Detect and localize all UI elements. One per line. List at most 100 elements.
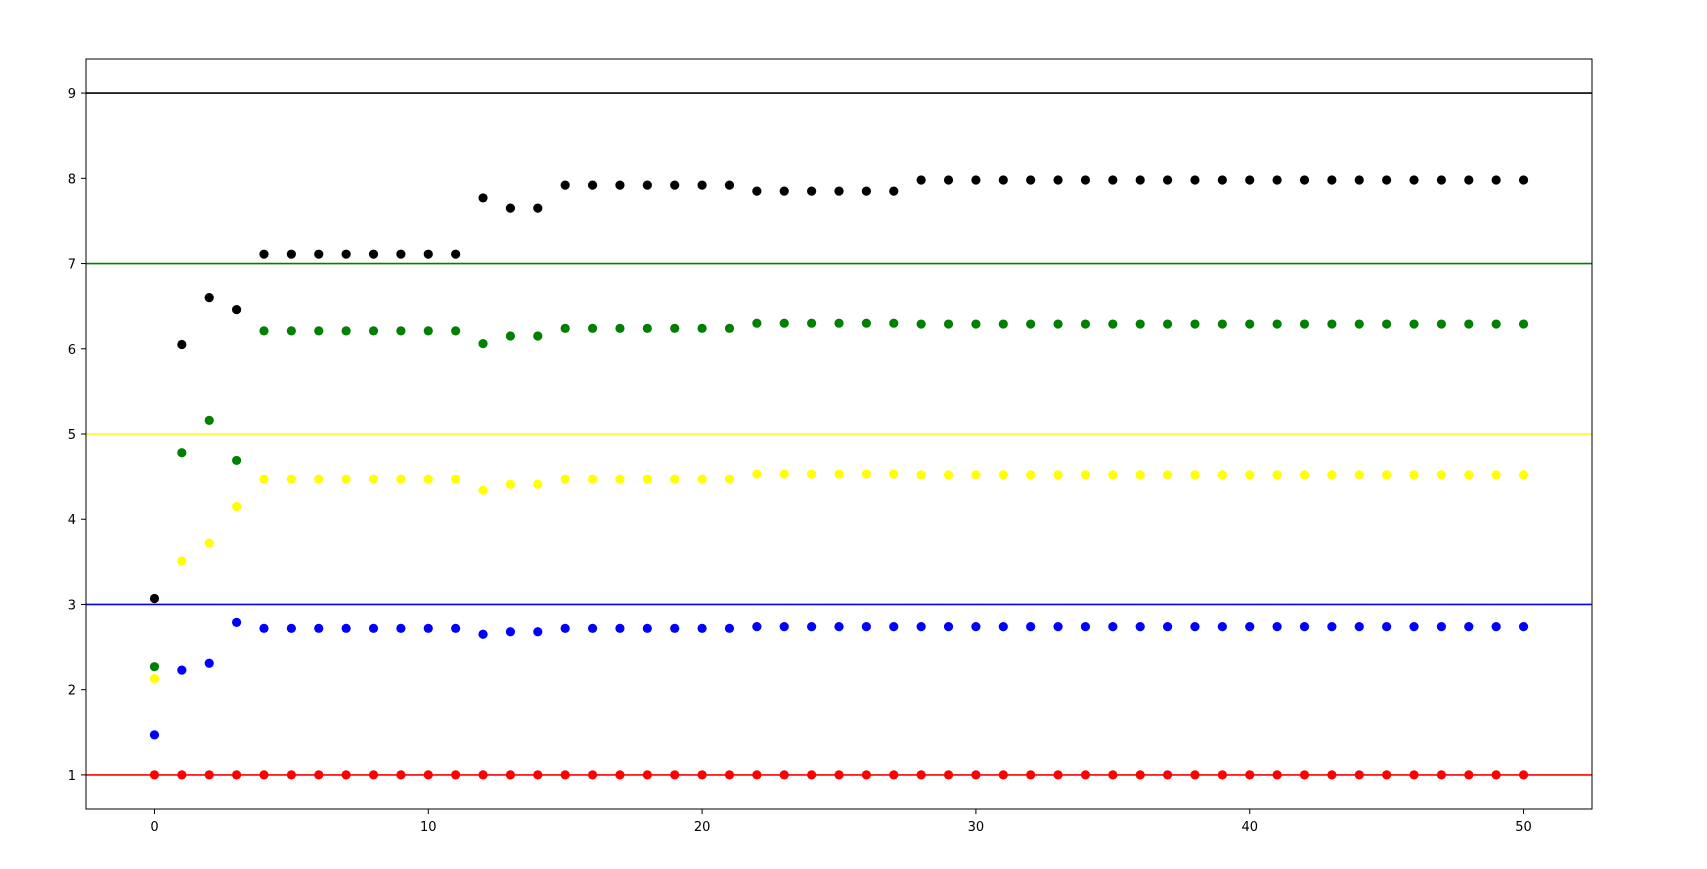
data-point xyxy=(505,331,516,341)
data-point xyxy=(368,326,379,336)
data-point xyxy=(204,538,214,548)
data-point xyxy=(889,318,899,328)
data-point xyxy=(1327,770,1337,780)
x-tick-label: 10 xyxy=(420,820,437,835)
data-point xyxy=(1409,319,1419,329)
data-point xyxy=(861,770,871,780)
data-point xyxy=(1026,770,1036,780)
y-tick-label: 6 xyxy=(68,343,76,358)
data-point xyxy=(916,175,926,185)
data-point xyxy=(1491,470,1501,480)
data-point xyxy=(286,770,296,780)
data-point xyxy=(149,593,160,604)
data-point xyxy=(943,470,954,480)
data-point xyxy=(1382,470,1392,480)
data-point xyxy=(341,474,351,484)
data-point xyxy=(1491,622,1501,632)
data-point xyxy=(1217,622,1227,632)
data-point xyxy=(1382,770,1392,780)
data-point xyxy=(1272,175,1282,185)
data-point xyxy=(752,186,762,196)
data-point xyxy=(834,622,844,632)
data-point xyxy=(560,180,570,190)
data-point xyxy=(177,448,187,458)
data-point xyxy=(1518,770,1529,780)
data-point xyxy=(259,249,269,259)
data-point xyxy=(259,474,269,484)
data-point xyxy=(971,470,981,480)
data-point xyxy=(1272,622,1282,632)
data-point xyxy=(1080,622,1091,632)
x-tick-label: 50 xyxy=(1515,820,1532,835)
y-tick-label: 8 xyxy=(68,172,76,187)
data-point xyxy=(396,623,406,633)
data-point xyxy=(1162,470,1173,480)
data-point xyxy=(697,770,707,780)
y-tick-label: 3 xyxy=(68,598,76,613)
data-point xyxy=(232,455,242,466)
data-point xyxy=(1162,770,1173,780)
data-point xyxy=(642,323,652,333)
data-point xyxy=(204,770,214,780)
data-point xyxy=(478,629,488,639)
data-point xyxy=(341,249,351,259)
data-point xyxy=(1190,470,1200,480)
data-point xyxy=(642,770,652,780)
data-point xyxy=(1382,175,1392,185)
data-point xyxy=(1464,470,1474,480)
data-point xyxy=(1354,770,1364,780)
data-point xyxy=(587,474,598,484)
data-point xyxy=(1354,319,1364,329)
data-point xyxy=(998,319,1008,329)
x-tick-label: 30 xyxy=(968,820,985,835)
data-point xyxy=(177,339,187,350)
data-point xyxy=(533,331,543,341)
data-point xyxy=(971,770,981,780)
x-axis: 0 10 20 30 40 50 xyxy=(150,809,1532,835)
data-point xyxy=(1162,319,1173,329)
data-point xyxy=(1026,319,1036,329)
data-point xyxy=(1108,470,1118,480)
data-point xyxy=(1108,622,1118,632)
data-point xyxy=(1327,622,1337,632)
data-point xyxy=(861,622,871,632)
data-point xyxy=(314,770,324,780)
data-point xyxy=(314,249,324,259)
data-point xyxy=(943,175,954,185)
data-point xyxy=(1217,175,1227,185)
y-axis: 1 2 3 4 5 6 7 8 9 xyxy=(68,87,86,784)
data-point xyxy=(1491,175,1501,185)
data-point xyxy=(943,319,954,329)
data-point xyxy=(998,470,1008,480)
data-point xyxy=(560,770,570,780)
data-point xyxy=(697,323,707,333)
data-point xyxy=(286,623,296,633)
data-point xyxy=(1135,770,1145,780)
data-point xyxy=(834,318,844,328)
data-point xyxy=(807,622,817,632)
data-point xyxy=(149,770,160,780)
data-point xyxy=(587,770,598,780)
data-point xyxy=(943,622,954,632)
data-point xyxy=(1108,770,1118,780)
data-point xyxy=(889,186,899,196)
data-point xyxy=(286,474,296,484)
data-point xyxy=(396,474,406,484)
data-point xyxy=(642,623,652,633)
data-point xyxy=(1190,622,1200,632)
data-point xyxy=(1190,319,1200,329)
data-point xyxy=(807,469,817,479)
data-point xyxy=(451,623,461,633)
data-point xyxy=(1108,319,1118,329)
x-tick-label: 40 xyxy=(1241,820,1258,835)
data-point xyxy=(670,770,680,780)
data-point xyxy=(916,470,926,480)
data-point xyxy=(1436,470,1446,480)
data-point xyxy=(724,770,735,780)
data-point xyxy=(368,474,379,484)
data-point xyxy=(1026,470,1036,480)
data-point xyxy=(670,180,680,190)
data-point xyxy=(752,770,762,780)
data-point xyxy=(232,770,242,780)
